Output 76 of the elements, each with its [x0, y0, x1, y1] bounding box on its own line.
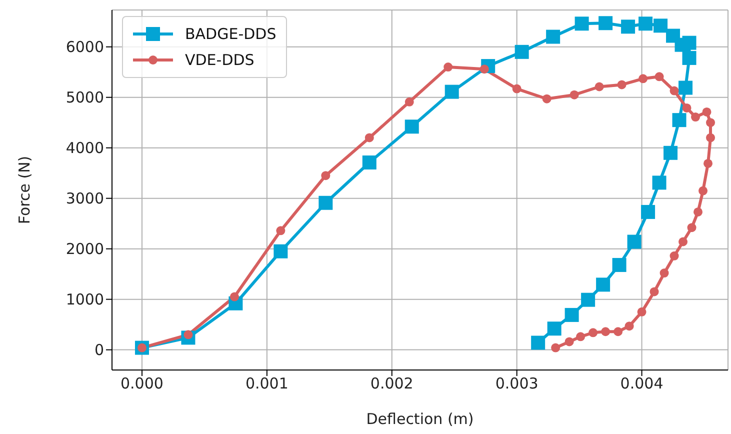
y-tick-label: 3000 [66, 190, 104, 208]
point [691, 112, 700, 122]
point [276, 226, 286, 236]
point [596, 278, 610, 292]
point [612, 258, 626, 272]
point [638, 16, 653, 31]
point [570, 90, 579, 100]
point [274, 244, 288, 258]
x-tick-label: 0.001 [245, 374, 288, 393]
point [588, 328, 598, 338]
point [672, 113, 686, 128]
point [698, 186, 708, 196]
point [624, 322, 634, 331]
point [230, 292, 239, 302]
point [670, 86, 679, 96]
point [514, 44, 529, 59]
legend-label: BADGE-DDS [185, 25, 276, 43]
legend-label: VDE-DDS [185, 51, 254, 69]
y-tick-label: 0 [94, 341, 104, 360]
point [576, 332, 586, 342]
point [598, 16, 613, 30]
point [652, 176, 666, 190]
point [694, 207, 703, 216]
point [547, 322, 562, 336]
point [594, 82, 604, 92]
point [687, 223, 696, 232]
x-tick-label: 0.002 [370, 374, 414, 393]
point [641, 204, 656, 219]
x-axis-title: Deflection (m) [366, 410, 474, 428]
point [706, 133, 716, 142]
point [551, 343, 560, 352]
point [364, 133, 374, 142]
x-tick-label: 0.004 [620, 374, 664, 393]
point [627, 234, 642, 249]
point [542, 94, 552, 104]
point [664, 146, 678, 160]
point [637, 307, 646, 316]
point [318, 196, 333, 210]
point [546, 30, 560, 44]
point [654, 72, 664, 82]
point [444, 62, 453, 72]
y-tick-label: 2000 [66, 240, 104, 258]
point [362, 155, 376, 170]
point [581, 292, 596, 307]
y-tick-label: 5000 [66, 88, 104, 107]
point [678, 237, 688, 246]
point [617, 80, 626, 90]
point [621, 20, 636, 34]
point [614, 327, 623, 336]
x-tick-label: 0.003 [495, 374, 538, 393]
y-tick-label: 1000 [66, 290, 104, 309]
point [682, 50, 696, 65]
point [531, 336, 546, 350]
point [512, 84, 522, 94]
point [564, 337, 574, 346]
point [321, 171, 330, 180]
point [638, 74, 648, 84]
point [706, 118, 716, 128]
point [660, 268, 669, 278]
point [678, 80, 693, 95]
point [574, 16, 589, 31]
point [650, 287, 659, 296]
point [654, 18, 668, 33]
point [704, 158, 713, 168]
y-tick-label: 4000 [66, 139, 104, 158]
point [702, 107, 712, 116]
point [682, 103, 692, 112]
point [404, 120, 419, 134]
point [564, 308, 579, 322]
point [670, 251, 679, 260]
point [404, 97, 414, 106]
point [444, 84, 459, 99]
y-tick-label: 6000 [66, 38, 104, 56]
point [601, 327, 610, 336]
y-axis-title: Force (N) [15, 156, 34, 224]
x-tick-label: 0.000 [120, 374, 164, 393]
